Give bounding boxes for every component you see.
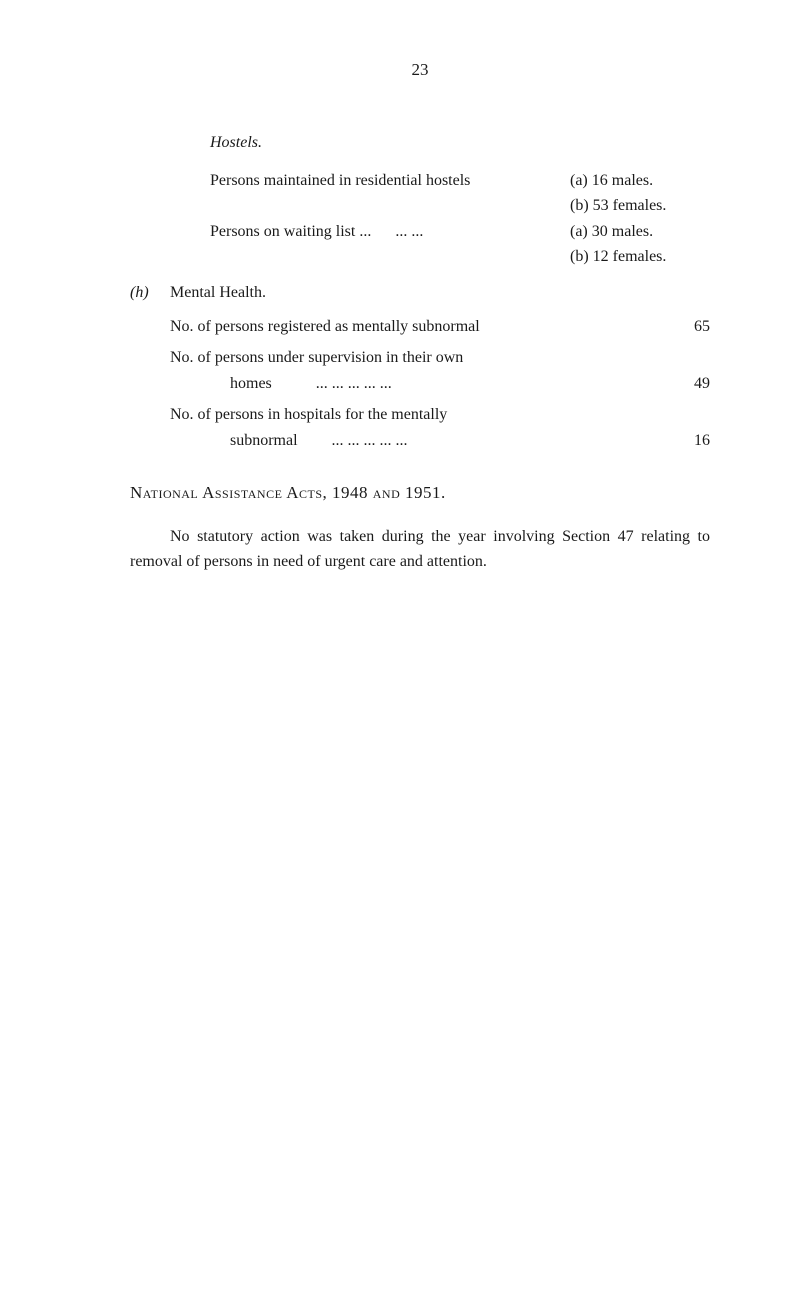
stat-value bbox=[660, 345, 710, 371]
page-number: 23 bbox=[130, 60, 710, 80]
stat-value bbox=[660, 402, 710, 428]
hostels-item: Persons maintained in residential hostel… bbox=[210, 168, 710, 219]
stat-label: No. of persons in hospitals for the ment… bbox=[170, 402, 660, 428]
stat-item: No. of persons under supervision in thei… bbox=[130, 345, 710, 371]
stat-sub-label: subnormal ... ... ... ... ... bbox=[170, 428, 660, 454]
hostels-title: Hostels. bbox=[130, 130, 710, 156]
sub-dots: ... ... ... ... ... bbox=[332, 432, 408, 449]
sub-label-text: subnormal bbox=[230, 432, 298, 449]
value-line: (b) 53 females. bbox=[570, 193, 710, 219]
stat-value: 65 bbox=[660, 314, 710, 340]
mental-health-title: Mental Health. bbox=[170, 280, 710, 306]
national-assistance-heading: National Assistance Acts, 1948 and 1951. bbox=[130, 479, 710, 506]
section-marker: (h) bbox=[130, 280, 170, 306]
hostels-item: Persons on waiting list ... ... ... (a) … bbox=[210, 219, 710, 270]
stat-item: No. of persons registered as mentally su… bbox=[130, 314, 710, 340]
value-line: (a) 30 males. bbox=[570, 219, 710, 245]
mental-health-header: (h) Mental Health. bbox=[130, 280, 710, 306]
hostels-item-values: (a) 16 males. (b) 53 females. bbox=[570, 168, 710, 219]
hostels-item-label: Persons on waiting list ... ... ... bbox=[210, 219, 570, 245]
value-line: (b) 12 females. bbox=[570, 244, 710, 270]
value-text: 12 females. bbox=[593, 248, 667, 265]
value-marker: (b) bbox=[570, 197, 589, 214]
sub-label-text: homes bbox=[230, 375, 272, 392]
hostels-item-label: Persons maintained in residential hostel… bbox=[210, 168, 570, 194]
national-assistance-paragraph: No statutory action was taken during the… bbox=[130, 524, 710, 575]
value-marker: (b) bbox=[570, 248, 589, 265]
value-marker: (a) bbox=[570, 172, 588, 189]
stat-item-sub: homes ... ... ... ... ... 49 bbox=[130, 371, 710, 397]
stat-sub-label: homes ... ... ... ... ... bbox=[170, 371, 660, 397]
stat-label: No. of persons registered as mentally su… bbox=[170, 314, 660, 340]
mental-health-block: No. of persons registered as mentally su… bbox=[130, 314, 710, 454]
hostels-item-values: (a) 30 males. (b) 12 females. bbox=[570, 219, 710, 270]
item-label-text: Persons on waiting list ... bbox=[210, 223, 371, 240]
value-text: 30 males. bbox=[592, 223, 653, 240]
item-dots: ... ... bbox=[395, 223, 423, 240]
stat-value: 49 bbox=[660, 371, 710, 397]
document-content: Hostels. Persons maintained in residenti… bbox=[130, 130, 710, 575]
hostels-block: Persons maintained in residential hostel… bbox=[130, 168, 710, 270]
value-text: 16 males. bbox=[592, 172, 653, 189]
value-line: (a) 16 males. bbox=[570, 168, 710, 194]
value-marker: (a) bbox=[570, 223, 588, 240]
stat-item: No. of persons in hospitals for the ment… bbox=[130, 402, 710, 428]
sub-dots: ... ... ... ... ... bbox=[316, 375, 392, 392]
stat-label: No. of persons under supervision in thei… bbox=[170, 345, 660, 371]
stat-item-sub: subnormal ... ... ... ... ... 16 bbox=[130, 428, 710, 454]
value-text: 53 females. bbox=[593, 197, 667, 214]
stat-value: 16 bbox=[660, 428, 710, 454]
